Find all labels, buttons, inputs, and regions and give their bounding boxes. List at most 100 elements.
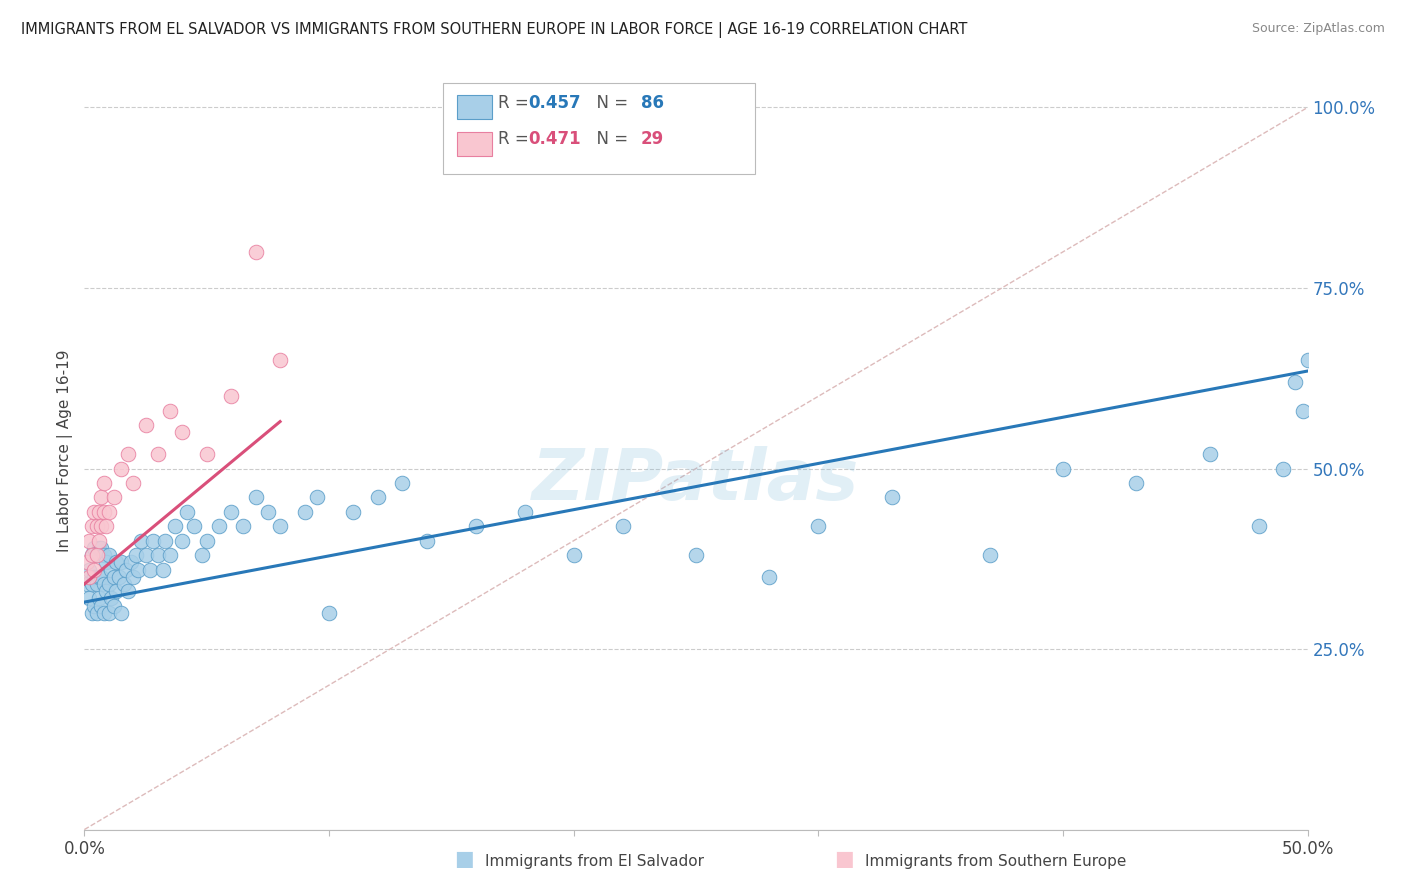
Point: [758, 570, 780, 584]
Point: [103, 570, 125, 584]
Point: [294, 505, 316, 519]
Point: [97, 577, 120, 591]
Point: [110, 555, 132, 569]
Point: [135, 418, 157, 433]
Point: [1296, 353, 1319, 368]
Point: [117, 584, 139, 599]
Point: [153, 533, 176, 548]
Point: [96, 584, 118, 599]
Point: [93, 606, 115, 620]
FancyBboxPatch shape: [457, 95, 492, 120]
Point: [1198, 447, 1220, 461]
Text: N =: N =: [586, 130, 633, 148]
Point: [269, 353, 291, 368]
Point: [612, 519, 634, 533]
Point: [77, 533, 100, 548]
Point: [139, 563, 162, 577]
Text: ■: ■: [454, 849, 474, 869]
Point: [103, 599, 125, 613]
Point: [93, 548, 115, 562]
Point: [146, 548, 169, 562]
Point: [87, 570, 110, 584]
Point: [90, 519, 112, 533]
Point: [110, 461, 132, 475]
Point: [979, 548, 1001, 562]
Point: [219, 505, 242, 519]
Point: [142, 533, 165, 548]
Point: [90, 541, 112, 555]
Point: [77, 563, 100, 577]
Point: [83, 541, 105, 555]
Point: [219, 389, 242, 403]
Point: [87, 533, 110, 548]
Text: 0.471: 0.471: [529, 130, 581, 148]
Text: N =: N =: [586, 95, 633, 112]
Point: [367, 491, 389, 505]
Point: [96, 555, 118, 569]
Y-axis label: In Labor Force | Age 16-19: In Labor Force | Age 16-19: [58, 349, 73, 552]
Point: [245, 244, 267, 259]
Point: [96, 519, 118, 533]
Point: [391, 475, 413, 490]
Point: [93, 505, 115, 519]
Point: [685, 548, 707, 562]
FancyBboxPatch shape: [457, 132, 492, 155]
Point: [513, 505, 536, 519]
Point: [90, 491, 112, 505]
Text: R =: R =: [498, 95, 534, 112]
Text: 86: 86: [641, 95, 664, 112]
Point: [1247, 519, 1270, 533]
Point: [86, 519, 108, 533]
Text: IMMIGRANTS FROM EL SALVADOR VS IMMIGRANTS FROM SOUTHERN EUROPE IN LABOR FORCE | : IMMIGRANTS FROM EL SALVADOR VS IMMIGRANT…: [21, 22, 967, 38]
Point: [120, 555, 142, 569]
Point: [112, 577, 135, 591]
Point: [110, 606, 132, 620]
Point: [152, 563, 174, 577]
Point: [80, 548, 103, 562]
Point: [86, 548, 108, 562]
Point: [77, 591, 100, 606]
Point: [93, 577, 115, 591]
Point: [77, 570, 100, 584]
Text: 0.457: 0.457: [529, 95, 581, 112]
Point: [93, 475, 115, 490]
Point: [100, 563, 122, 577]
Point: [122, 570, 145, 584]
Point: [807, 519, 830, 533]
Point: [90, 599, 112, 613]
Point: [122, 475, 145, 490]
Point: [1292, 403, 1315, 417]
Point: [129, 533, 152, 548]
Point: [117, 447, 139, 461]
Point: [86, 577, 108, 591]
Point: [97, 548, 120, 562]
Point: [97, 606, 120, 620]
Text: ■: ■: [834, 849, 853, 869]
Point: [87, 541, 110, 555]
Point: [76, 555, 98, 569]
Point: [107, 570, 129, 584]
Point: [1284, 375, 1306, 389]
Point: [103, 491, 125, 505]
Point: [100, 591, 122, 606]
Point: [562, 548, 585, 562]
Point: [195, 533, 218, 548]
Point: [176, 505, 198, 519]
Point: [880, 491, 903, 505]
Point: [257, 505, 280, 519]
Point: [86, 606, 108, 620]
Point: [172, 533, 194, 548]
Point: [80, 519, 103, 533]
Text: ZIPatlas: ZIPatlas: [533, 446, 859, 516]
Point: [146, 447, 169, 461]
Point: [1125, 475, 1147, 490]
Point: [183, 519, 205, 533]
Point: [115, 563, 138, 577]
Point: [464, 519, 486, 533]
Point: [269, 519, 291, 533]
Point: [195, 447, 218, 461]
Point: [80, 548, 103, 562]
Point: [90, 570, 112, 584]
Point: [191, 548, 214, 562]
Point: [127, 563, 149, 577]
